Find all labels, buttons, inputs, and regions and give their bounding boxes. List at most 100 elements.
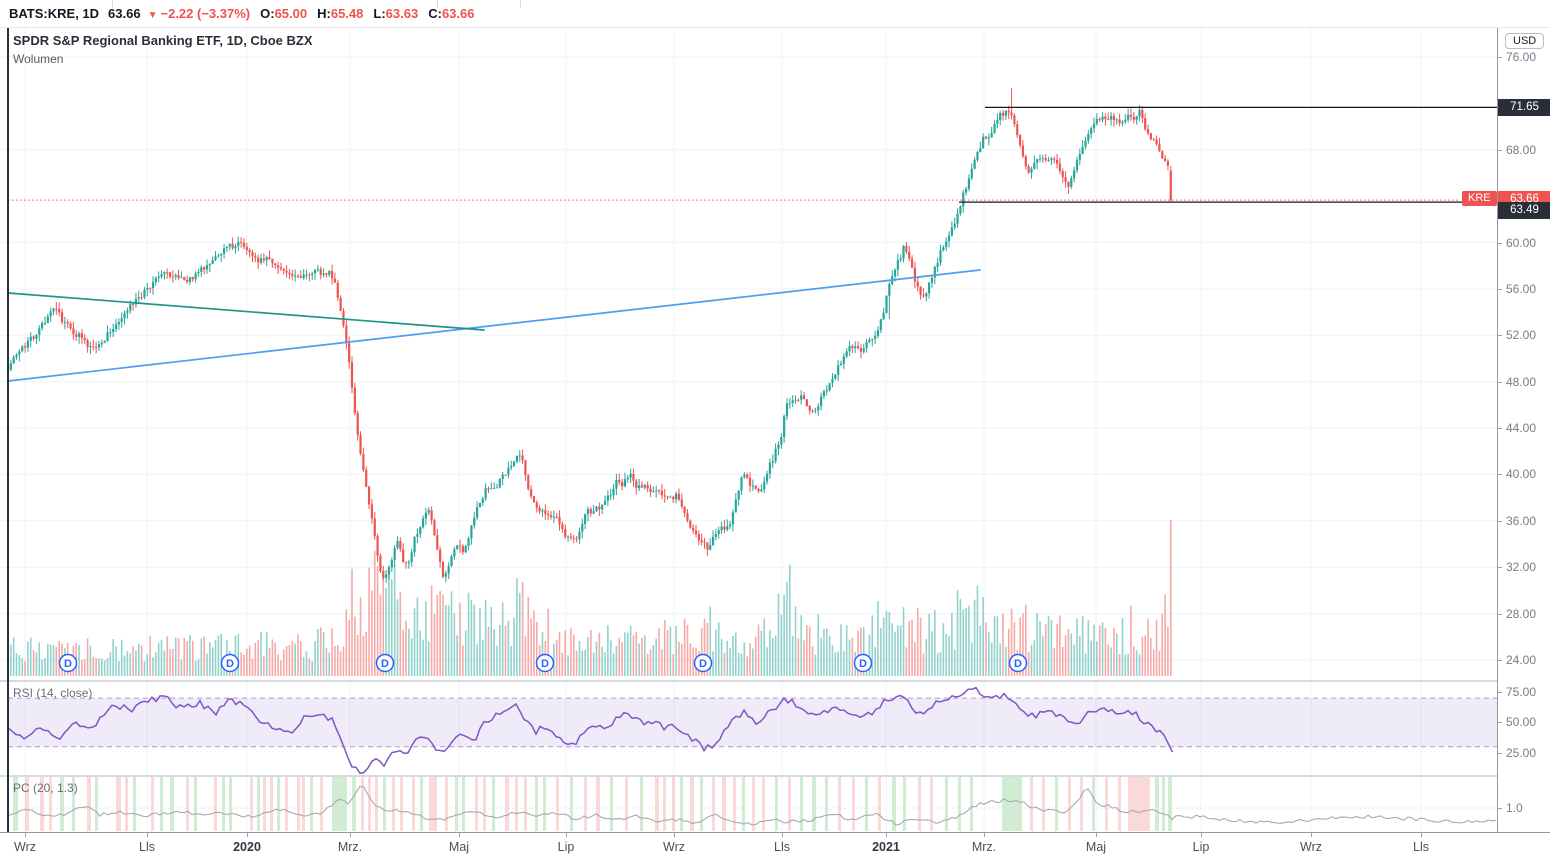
ohlc-high-label: H: (317, 6, 331, 21)
dividend-marker-icon[interactable] (375, 653, 395, 673)
down-triangle-icon: ▼ (147, 10, 158, 21)
price-tick-label: 44.00 (1506, 421, 1537, 436)
dividend-marker-icon[interactable] (1008, 653, 1028, 673)
pc-tick-label: 1.0 (1506, 801, 1523, 815)
chart-area[interactable]: D D D D D D D SPDR S&P Regional Banking ETF, 1… (0, 28, 1550, 832)
ohlc-low-value: 63.63 (385, 6, 419, 21)
toolbar-separator (520, 0, 521, 8)
rsi-tick-label: 75.00 (1506, 685, 1537, 699)
candle-bodies-up (9, 109, 1141, 578)
price-tick-label: 32.00 (1506, 560, 1537, 575)
price-tick-mark (1498, 242, 1502, 244)
price-tick-mark (1498, 567, 1502, 569)
svg-text:D: D (226, 658, 234, 670)
price-tick-mark (1498, 149, 1502, 151)
pc-line (7, 785, 1497, 826)
ohlc-open-value: 65.00 (274, 6, 308, 21)
time-tick-label: Wrz (14, 840, 36, 854)
time-tick-mark (782, 833, 783, 837)
time-tick-label: Lls (774, 840, 790, 854)
toolbar-separator (437, 0, 438, 8)
dividend-marker-icon[interactable] (853, 653, 873, 673)
price-axis[interactable]: USD 76.00 68.00 60.00 56.00 52.00 48.00 44.00 4… (1497, 28, 1550, 832)
pc-indicator-label[interactable]: PC (20, 1.3) (13, 781, 78, 795)
time-tick-mark (984, 833, 985, 837)
pc-tick-mark (1498, 808, 1502, 809)
time-tick-mark (1201, 833, 1202, 837)
time-tick-mark (886, 833, 887, 837)
rsi-tick-mark (1498, 752, 1502, 754)
price-tick-mark (1498, 520, 1502, 522)
price-tick-mark (1498, 381, 1502, 383)
rsi-indicator-label[interactable]: RSI (14, close) (13, 686, 93, 700)
price-tick-mark (1498, 428, 1502, 430)
symbol-description[interactable]: SPDR S&P Regional Banking ETF, 1D, Cboe … (13, 33, 313, 48)
time-tick-label: Maj (1085, 840, 1107, 854)
time-tick-label: Wrz (663, 840, 685, 854)
time-tick-label: Lls (1413, 840, 1429, 854)
chart-toolbar: BATS:KRE, 1D 63.66 ▼ −2.22 (−3.37%) O: 65.… (0, 0, 1550, 28)
price-tick-label: 48.00 (1506, 374, 1537, 389)
price-tick-label: 52.00 (1506, 328, 1537, 343)
time-tick-label: Lip (557, 840, 575, 854)
dividend-marker-icon[interactable] (220, 653, 240, 673)
candle-bodies-down (6, 109, 1172, 578)
pane-title-block: SPDR S&P Regional Banking ETF, 1D, Cboe … (13, 33, 313, 66)
time-tick-mark (459, 833, 460, 837)
rsi-band (8, 698, 1497, 747)
ohlc-close-value: 63.66 (441, 6, 475, 21)
price-change: ▼ −2.22 (−3.37%) (148, 6, 251, 21)
time-tick-mark (350, 833, 351, 837)
symbol-interval-label[interactable]: BATS:KRE, 1D (9, 6, 100, 21)
price-tick-mark (1498, 659, 1502, 661)
trend-line-descending-resistance[interactable] (7, 292, 485, 331)
trend-line-ascending-support[interactable] (7, 269, 981, 382)
time-tick-mark (247, 833, 248, 837)
volume-indicator-label[interactable]: Wolumen (13, 52, 64, 66)
price-tick-mark (1498, 613, 1502, 615)
toolbar-separator (112, 0, 113, 8)
ohlc-high-value: 65.48 (330, 6, 364, 21)
time-tick-label: Maj (448, 840, 470, 854)
currency-toggle-button[interactable]: USD (1505, 33, 1545, 49)
dividend-marker-icon[interactable] (693, 653, 713, 673)
candle-wicks-down (7, 88, 1172, 581)
time-tick-mark (566, 833, 567, 837)
price-tick-mark (1498, 474, 1502, 476)
candle-wicks-up (10, 105, 1141, 583)
price-tick-label: 60.00 (1506, 235, 1537, 250)
price-tick-mark (1498, 335, 1502, 337)
price-axis-label-63.49: 63.49 (1498, 202, 1550, 219)
price-tick-label: 28.00 (1506, 606, 1537, 621)
ohlc-open-label: O: (260, 6, 275, 21)
price-tick-label: 24.00 (1506, 652, 1537, 667)
time-tick-mark (1096, 833, 1097, 837)
price-tick-label: 36.00 (1506, 513, 1537, 528)
ohlc-close-label: C: (428, 6, 442, 21)
svg-text:D: D (859, 658, 867, 670)
svg-text:D: D (64, 658, 72, 670)
time-tick-mark (674, 833, 675, 837)
price-tick-label: 68.00 (1506, 142, 1537, 157)
time-tick-mark (1421, 833, 1422, 837)
rsi-tick-label: 25.00 (1506, 745, 1537, 760)
time-tick-label: 2021 (872, 840, 900, 854)
volume-bars-down (7, 520, 1172, 676)
dividend-marker-icon[interactable] (535, 653, 555, 673)
time-axis[interactable]: Wrz Lls 2020 Mrz. Maj Lip Wrz Lls 2021 Mrz. Maj Lip… (0, 832, 1550, 860)
price-tick-mark (1498, 288, 1502, 290)
time-tick-label: 2020 (233, 840, 261, 854)
rsi-tick-mark (1498, 692, 1502, 693)
ohlc-low-label: L: (373, 6, 386, 21)
time-tick-label: Lls (139, 840, 155, 854)
dividend-marker-icon[interactable] (58, 653, 78, 673)
rsi-tick-label: 50.00 (1506, 715, 1537, 730)
last-price-value: 63.66 (108, 6, 141, 21)
price-tick-label: 76.00 (1506, 50, 1537, 64)
svg-text:D: D (699, 658, 707, 670)
time-tick-label: Mrz. (337, 840, 363, 854)
price-axis-label-71.65: 71.65 (1498, 99, 1550, 116)
